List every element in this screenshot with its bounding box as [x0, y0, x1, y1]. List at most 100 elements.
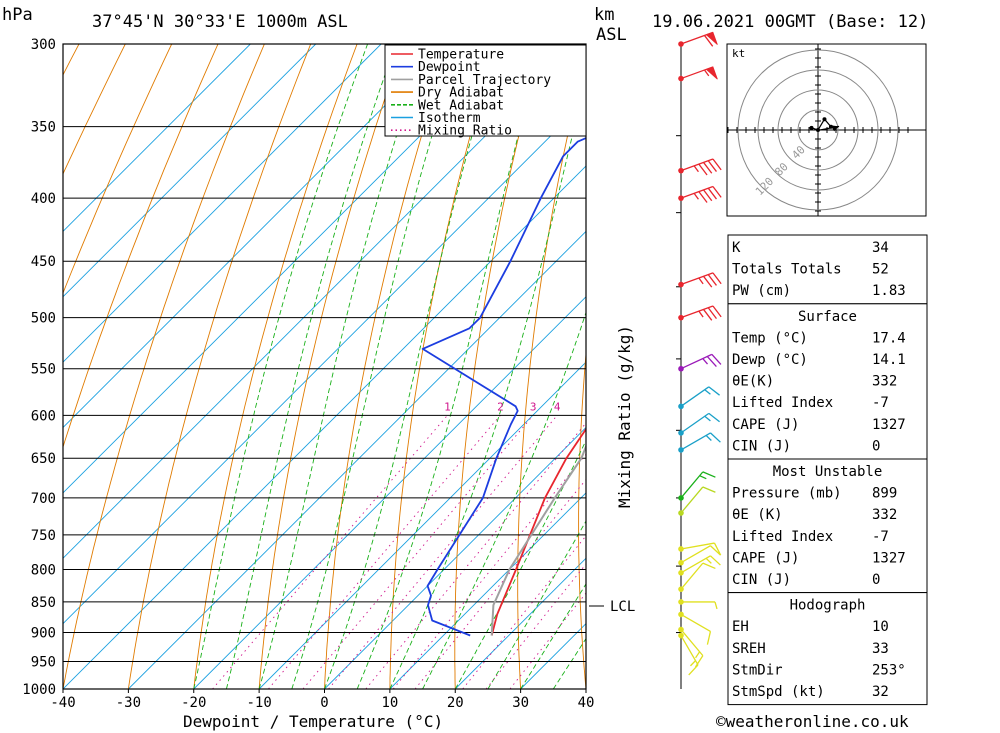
x-axis-title: Dewpoint / Temperature (°C): [183, 712, 443, 731]
hodograph-trace: [811, 118, 832, 131]
isobars: [63, 43, 586, 690]
wet-adiabat-line: [291, 44, 461, 689]
mixing-ratio-label: 4: [554, 400, 561, 413]
pressure-tick-label: 950: [31, 655, 56, 671]
general-index-row-label: PW (cm): [732, 283, 791, 299]
pressure-tick-label: 400: [31, 191, 56, 207]
legend-label: Parcel Trajectory: [418, 73, 551, 88]
most-unstable-row-label: Pressure (mb): [732, 486, 842, 502]
wind-barb: [680, 272, 722, 288]
wind-barb: [680, 471, 716, 499]
hodo-point: [809, 125, 814, 130]
temperature-tick-labels: -40 -30 -20 -10 0 10 20 30 40: [50, 689, 594, 711]
wind-barb: [680, 353, 722, 370]
pressure-tick-label: 750: [31, 528, 56, 544]
isotherm-line: [63, 44, 513, 494]
legend-label: Isotherm: [418, 111, 481, 126]
surface-row-value: 332: [872, 374, 897, 390]
dry-adiabat-line: [324, 44, 451, 689]
pressure-tick-labels: 300 350 400 450 500 550 600 650 700 750 800 850 900 9…: [22, 37, 56, 698]
dry-adiabat-line: [63, 44, 219, 449]
wind-barb: [680, 635, 699, 676]
wind-barb: [680, 542, 722, 556]
legend-label: Wet Adiabat: [418, 98, 504, 113]
hodograph-index-row-label: EH: [732, 619, 749, 635]
mixing-ratio-line: [365, 422, 586, 689]
asl-label: ASL: [596, 25, 627, 45]
most-unstable-row-label: CIN (J): [732, 572, 791, 588]
profile-traces: [421, 137, 586, 637]
temperature-trace: [490, 427, 586, 636]
x-tick-label: 0: [320, 695, 328, 711]
general-index-row-label: K: [732, 240, 741, 256]
wind-barb: [680, 613, 712, 645]
surface-row-value: 14.1: [872, 352, 906, 368]
mixing-ratio-label: 2: [497, 400, 504, 413]
most-unstable-table: [727, 458, 928, 594]
isotherm-line: [389, 492, 586, 689]
wind-barb: [680, 486, 716, 514]
most-unstable-row-value: 332: [872, 507, 897, 523]
copyright: ©weatheronline.co.uk: [716, 712, 909, 731]
pressure-tick-label: 650: [31, 451, 56, 467]
x-tick-label: 40: [578, 695, 595, 711]
pressure-tick-label: 350: [31, 120, 56, 136]
isotherm-line: [63, 44, 251, 233]
pressure-tick-label: 500: [31, 311, 56, 327]
most-unstable-row-label: CAPE (J): [732, 550, 799, 566]
dry-adiabat-line: [63, 44, 265, 689]
wind-barbs: [676, 31, 722, 676]
location-title: 37°45'N 30°33'E 1000m ASL: [92, 12, 348, 32]
wind-barb: [680, 629, 704, 668]
mixing-ratio-tick-labels: 1 2 3 4: [444, 400, 561, 413]
wind-barb: [680, 545, 721, 564]
x-tick-label: -10: [246, 695, 271, 711]
isotherm-line: [63, 44, 317, 298]
pressure-tick-label: 300: [31, 37, 56, 53]
surface-row-value: -7: [872, 395, 889, 411]
pressure-tick-label: 450: [31, 254, 56, 270]
isotherm-line: [63, 165, 586, 689]
km-label: km: [594, 5, 614, 25]
mixing-ratio-line: [268, 415, 501, 689]
wet-adiabat-line: [258, 44, 427, 689]
mixing-ratio-line: [212, 415, 448, 689]
wind-barb: [680, 31, 718, 47]
x-tick-label: -30: [116, 695, 141, 711]
datetime-title: 19.06.2021 00GMT (Base: 12): [652, 12, 928, 32]
pressure-tick-label: 700: [31, 491, 56, 507]
wind-barb: [680, 66, 718, 80]
legend-label: Dewpoint: [418, 60, 481, 75]
general-index-row-value: 34: [872, 240, 889, 256]
mixing-ratio-line: [302, 415, 534, 689]
isotherm-line: [454, 557, 586, 689]
wind-level-dot: [678, 314, 684, 321]
surface-row-label: CAPE (J): [732, 417, 799, 433]
index-tables: K 34 Totals Totals 52 PW (cm) 1.83 Surface Temp…: [727, 234, 928, 706]
wind-barb: [680, 562, 716, 590]
general-index-row-value: 1.83: [872, 283, 906, 299]
parcel-trajectory-trace: [490, 443, 586, 636]
wind-barb: [680, 185, 722, 203]
most-unstable-row-value: 0: [872, 572, 880, 588]
hodo-point: [816, 128, 820, 132]
isotherm-line: [258, 361, 586, 689]
most-unstable-row-value: 899: [872, 486, 897, 502]
isotherm-line: [63, 44, 382, 363]
dry-adiabat-line: [638, 44, 682, 689]
hpa-label: hPa: [2, 5, 33, 25]
most-unstable-row-label: θE (K): [732, 507, 783, 523]
surface-row-value: 0: [872, 438, 880, 454]
hodograph-index-row-label: SREH: [732, 641, 766, 657]
pressure-tick-label: 800: [31, 562, 56, 578]
most-unstable-row-label: Lifted Index: [732, 529, 833, 545]
surface-row-value: 1327: [872, 417, 906, 433]
mixing-ratio-label: 1: [444, 400, 451, 413]
isotherm-line: [63, 44, 447, 429]
x-tick-label: 30: [512, 695, 529, 711]
surface-row-value: 17.4: [872, 330, 906, 346]
mixing-ratio-axis-title: Mixing Ratio (g/kg): [615, 325, 634, 508]
most-unstable-title: Most Unstable: [773, 464, 883, 480]
